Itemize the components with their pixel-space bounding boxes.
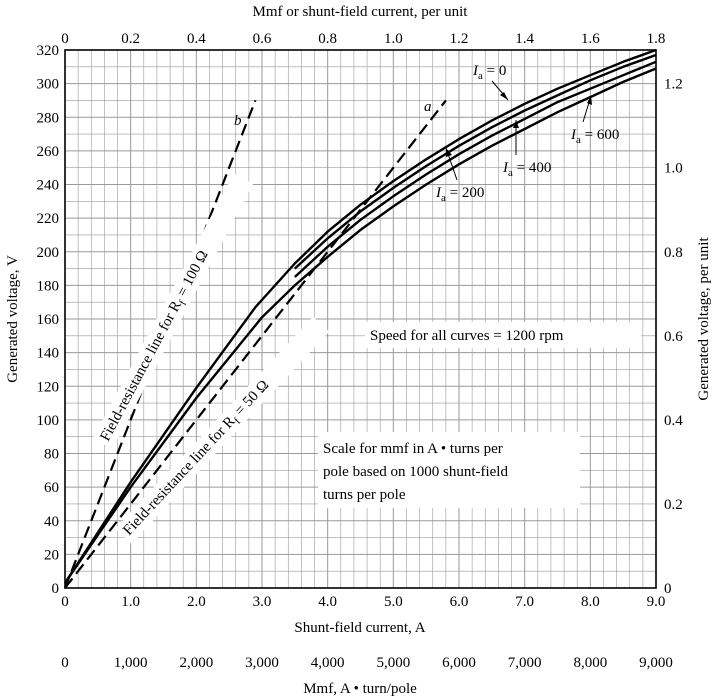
bottom2-tick-label: 4,000 xyxy=(311,655,345,671)
label-ia600: Ia = 600 xyxy=(570,127,619,146)
scale-note-bg xyxy=(318,432,580,508)
arrowhead-ia0 xyxy=(500,92,508,100)
bottom2-tick-label: 7,000 xyxy=(508,655,542,671)
label-a: a xyxy=(424,99,432,115)
top-tick-label: 0.6 xyxy=(253,31,272,47)
right-tick-label: 0.2 xyxy=(664,497,683,513)
x-tick-label: 9.0 xyxy=(647,594,666,610)
y-tick-label: 260 xyxy=(37,144,60,160)
series-line-ia-600 xyxy=(64,67,657,584)
bottom2-tick-label: 9,000 xyxy=(639,655,673,671)
speed-note-bg xyxy=(365,322,641,348)
right-tick-label: 1.2 xyxy=(664,77,683,93)
y-tick-label: 20 xyxy=(44,547,59,563)
x-axis-label: Shunt-field current, A xyxy=(294,620,425,636)
y-axis-label: Generated voltage, V xyxy=(5,255,21,383)
right-tick-label: 0.4 xyxy=(664,413,683,429)
right-tick-label: 1.0 xyxy=(664,161,683,177)
bottom2-tick-label: 5,000 xyxy=(376,655,410,671)
series-line-ia-200 xyxy=(293,53,657,270)
x-tick-label: 0 xyxy=(61,594,69,610)
y-tick-label: 180 xyxy=(37,278,60,294)
bottom2-tick-label: 2,000 xyxy=(179,655,213,671)
bottom-axis2-label: Mmf, A • turn/pole xyxy=(303,681,417,697)
series-line-a xyxy=(64,99,447,589)
label-ia400: Ia = 400 xyxy=(502,160,551,179)
y-tick-label: 60 xyxy=(44,480,59,496)
arrowhead-ia600 xyxy=(587,96,592,105)
y-tick-label: 140 xyxy=(37,346,60,362)
x-tick-label: 5.0 xyxy=(384,594,403,610)
y-tick-label: 200 xyxy=(37,245,60,261)
bottom2-tick-label: 3,000 xyxy=(245,655,279,671)
right-tick-label: 0.8 xyxy=(664,245,683,261)
scale-note-line1: Scale for mmf in A • turns per xyxy=(323,441,503,457)
rf50-label-bg xyxy=(115,316,330,544)
bottom2-tick-label: 1,000 xyxy=(114,655,148,671)
y-tick-label: 320 xyxy=(37,43,60,59)
y-tick-label: 0 xyxy=(52,581,60,597)
scale-note-line2: pole based on 1000 shunt-field xyxy=(323,464,508,480)
rf50-label: Field-resistance line for Rf = 50 Ω xyxy=(120,377,274,540)
right-tick-label: 0.6 xyxy=(664,329,683,345)
y-tick-label: 280 xyxy=(37,110,60,126)
y-tick-label: 240 xyxy=(37,178,60,194)
x-tick-label: 7.0 xyxy=(515,594,534,610)
label-b: b xyxy=(234,113,242,129)
tick-labels: 0 1.0 2.0 3.0 4.0 5.0 6.0 7.0 8.0 9.00 0.2 0.4 0.6 0.… xyxy=(37,31,684,671)
bottom2-tick-label: 8,000 xyxy=(573,655,607,671)
x-tick-label: 2.0 xyxy=(187,594,206,610)
y-tick-label: 300 xyxy=(37,77,60,93)
bottom2-tick-label: 6,000 xyxy=(442,655,476,671)
top-tick-label: 1.4 xyxy=(515,31,534,47)
speed-note: Speed for all curves = 1200 rpm xyxy=(370,328,564,344)
y-tick-label: 220 xyxy=(37,211,60,227)
x-tick-label: 8.0 xyxy=(581,594,600,610)
plot-frame xyxy=(64,49,657,589)
top-tick-label: 1.2 xyxy=(450,31,469,47)
top-tick-label: 0.8 xyxy=(318,31,337,47)
series-line-ia-400 xyxy=(293,60,657,278)
top-tick-label: 0 xyxy=(61,31,69,47)
y-tick-label: 160 xyxy=(37,312,60,328)
top-tick-label: 1.8 xyxy=(647,31,666,47)
scale-note-line3: turns per pole xyxy=(323,487,406,503)
x-tick-label: 4.0 xyxy=(318,594,337,610)
rf100-label-bg xyxy=(92,173,254,449)
y-tick-label: 120 xyxy=(37,379,60,395)
top-axis-label: Mmf or shunt-field current, per unit xyxy=(253,4,469,20)
right-axis-label: Generated voltage, per unit xyxy=(696,237,712,401)
y-tick-label: 40 xyxy=(44,514,59,530)
label-ia200: Ia = 200 xyxy=(435,185,484,204)
x-tick-label: 3.0 xyxy=(253,594,272,610)
top-tick-label: 1.6 xyxy=(581,31,600,47)
x-tick-label: 6.0 xyxy=(450,594,469,610)
y-tick-label: 80 xyxy=(44,447,59,463)
right-tick-label: 0 xyxy=(664,581,672,597)
top-tick-label: 0.2 xyxy=(121,31,140,47)
y-tick-label: 100 xyxy=(37,413,60,429)
series-line-ia-0 xyxy=(63,48,657,584)
top-tick-label: 0.4 xyxy=(187,31,206,47)
arrowhead-ia400 xyxy=(513,120,519,128)
label-ia0: Ia = 0 xyxy=(472,63,506,82)
x-tick-label: 1.0 xyxy=(121,594,140,610)
top-tick-label: 1.0 xyxy=(384,31,403,47)
bottom2-tick-label: 0 xyxy=(61,655,69,671)
arrowhead-ia200 xyxy=(446,148,452,157)
